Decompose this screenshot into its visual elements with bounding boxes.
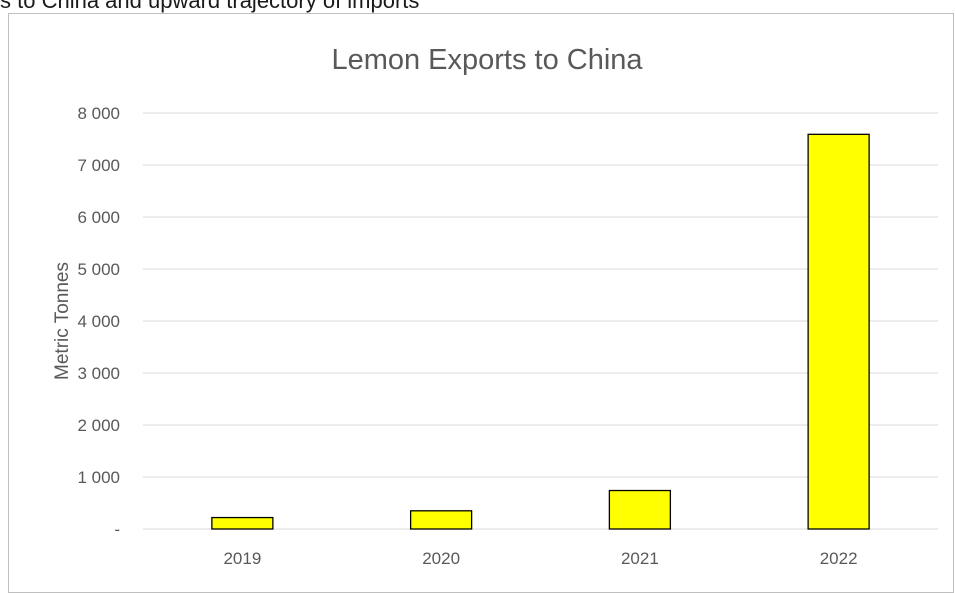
y-axis-title: Metric Tonnes — [52, 262, 73, 380]
y-tick-label: 7 000 — [77, 156, 120, 175]
x-tick-label: 2019 — [223, 549, 261, 568]
gridlines — [143, 112, 938, 530]
bar-2020 — [409, 510, 473, 530]
x-tick-label: 2022 — [820, 549, 858, 568]
bar-2019 — [211, 516, 274, 530]
bars — [211, 133, 870, 530]
y-tick-label: 8 000 — [77, 104, 120, 123]
y-tick-label: - — [114, 520, 120, 539]
x-tick-label: 2021 — [621, 549, 659, 568]
y-tick-label: 3 000 — [77, 364, 120, 383]
y-tick-label: 6 000 — [77, 208, 120, 227]
chart-title: Lemon Exports to China — [331, 44, 643, 76]
caption-text-fragment: s to China and upward trajectory of impo… — [0, 0, 420, 13]
y-tick-label: 4 000 — [77, 312, 120, 331]
x-tick-label: 2020 — [422, 549, 460, 568]
bar-2022 — [807, 133, 870, 530]
y-tick-label: 2 000 — [77, 416, 120, 435]
y-tick-label: 1 000 — [77, 468, 120, 487]
bar-2021 — [608, 489, 672, 530]
y-tick-label: 5 000 — [77, 260, 120, 279]
chart-frame — [8, 13, 954, 593]
y-axis-ticks: - 1 000 2 000 3 000 4 000 5 000 6 000 7 000 8 00… — [77, 104, 120, 539]
x-axis-ticks: 2019 2020 2021 2022 — [223, 549, 857, 568]
